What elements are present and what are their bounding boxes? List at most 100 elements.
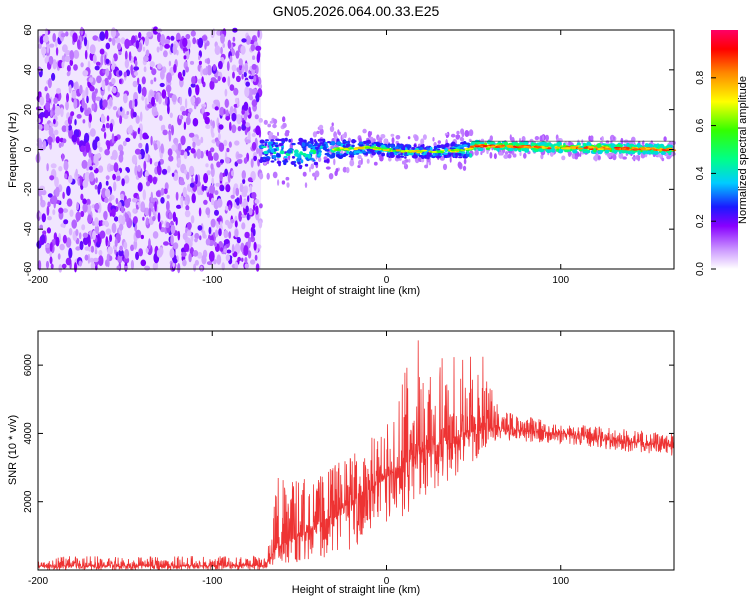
- noise-blob: [168, 155, 174, 162]
- signal-core: [300, 159, 304, 164]
- noise-blob: [102, 99, 108, 108]
- signal-halo: [333, 158, 336, 166]
- signal-halo: [281, 180, 286, 185]
- signal-core: [611, 149, 615, 153]
- noise-blob: [250, 259, 256, 265]
- y-tick-label: 60: [23, 24, 34, 36]
- signal-halo: [329, 125, 335, 133]
- signal-core: [657, 144, 661, 150]
- noise-blob: [232, 186, 236, 197]
- noise-blob: [115, 37, 121, 44]
- noise-blob: [235, 50, 240, 59]
- signal-core: [284, 158, 288, 163]
- snr-frame: [37, 330, 675, 571]
- noise-blob: [168, 131, 172, 142]
- signal-halo: [442, 163, 448, 171]
- noise-blob: [212, 120, 216, 129]
- signal-ridge: [336, 149, 341, 151]
- noise-blob: [117, 255, 123, 264]
- noise-blob: [113, 216, 119, 222]
- noise-blob: [155, 93, 159, 103]
- noise-blob: [186, 230, 192, 237]
- noise-blob: [39, 112, 46, 118]
- signal-ridge: [482, 145, 488, 147]
- noise-blob: [153, 77, 157, 82]
- signal-halo: [302, 171, 307, 177]
- colorbar-label: Normalized spectral amplitude: [737, 76, 749, 224]
- noise-blob: [45, 92, 50, 102]
- signal-halo: [362, 128, 367, 134]
- signal-halo: [317, 156, 322, 163]
- noise-blob: [165, 221, 170, 229]
- noise-blob: [156, 249, 163, 258]
- noise-blob: [94, 65, 100, 71]
- colorbar: 0.0 0.2 0.4 0.6 0.8 Normalized spectral ampl…: [695, 30, 749, 276]
- noise-blob: [95, 177, 98, 184]
- signal-halo: [408, 158, 411, 163]
- signal-core: [275, 142, 279, 145]
- noise-blob: [227, 39, 232, 49]
- noise-blob: [111, 77, 116, 85]
- signal-ridge: [417, 150, 424, 153]
- signal-ridge: [343, 148, 349, 151]
- signal-halo: [622, 156, 627, 160]
- signal-ridge: [583, 146, 589, 149]
- signal-halo: [509, 134, 512, 141]
- noise-blob: [82, 232, 89, 238]
- noise-blob: [249, 184, 253, 194]
- noise-blob: [88, 171, 95, 182]
- noise-blob: [135, 115, 140, 124]
- noise-blob: [142, 46, 146, 52]
- noise-blob: [49, 175, 55, 181]
- signal-core: [322, 146, 327, 151]
- noise-blob: [140, 234, 144, 240]
- signal-core: [355, 150, 360, 154]
- noise-blob: [235, 187, 240, 197]
- noise-blob: [85, 141, 91, 153]
- noise-blob: [172, 43, 177, 55]
- noise-blob: [81, 224, 86, 231]
- y-tick-label: 2000: [23, 490, 34, 513]
- noise-blob: [252, 204, 256, 211]
- noise-blob: [160, 187, 165, 196]
- signal-core: [433, 145, 438, 150]
- noise-blob: [46, 227, 52, 234]
- signal-halo: [338, 131, 341, 136]
- signal-ridge: [587, 146, 594, 149]
- noise-blob: [138, 248, 144, 257]
- noise-blob: [235, 197, 240, 206]
- signal-core: [272, 155, 277, 159]
- signal-ridge: [491, 145, 496, 148]
- noise-blob: [120, 37, 126, 45]
- noise-blob: [66, 71, 71, 77]
- signal-core: [259, 139, 265, 144]
- snr-panel: 2000 4000 6000 -200 -100 0 100 Height of stra…: [7, 330, 675, 596]
- noise-blob: [80, 145, 85, 152]
- noise-blob: [105, 68, 110, 77]
- signal-ridge: [633, 148, 639, 151]
- noise-blob: [142, 189, 146, 201]
- noise-blob: [157, 63, 162, 70]
- signal-core: [576, 142, 581, 147]
- noise-blob: [79, 240, 84, 251]
- signal-ridge: [458, 149, 462, 152]
- noise-blob: [52, 59, 57, 70]
- signal-halo: [545, 134, 549, 142]
- noise-blob: [210, 218, 216, 228]
- noise-blob: [92, 54, 97, 64]
- signal-core: [613, 150, 618, 154]
- signal-halo: [468, 129, 474, 137]
- noise-blob: [187, 112, 191, 119]
- noise-blob: [168, 212, 173, 220]
- signal-halo: [637, 155, 641, 162]
- noise-blob: [212, 64, 217, 71]
- noise-blob: [220, 46, 223, 55]
- noise-blob: [225, 116, 231, 121]
- noise-blob: [105, 122, 110, 129]
- noise-blob: [183, 151, 188, 160]
- noise-blob: [134, 165, 138, 176]
- noise-blob: [148, 207, 152, 218]
- signal-core: [345, 143, 351, 147]
- signal-halo: [282, 122, 287, 129]
- noise-blob: [154, 201, 157, 212]
